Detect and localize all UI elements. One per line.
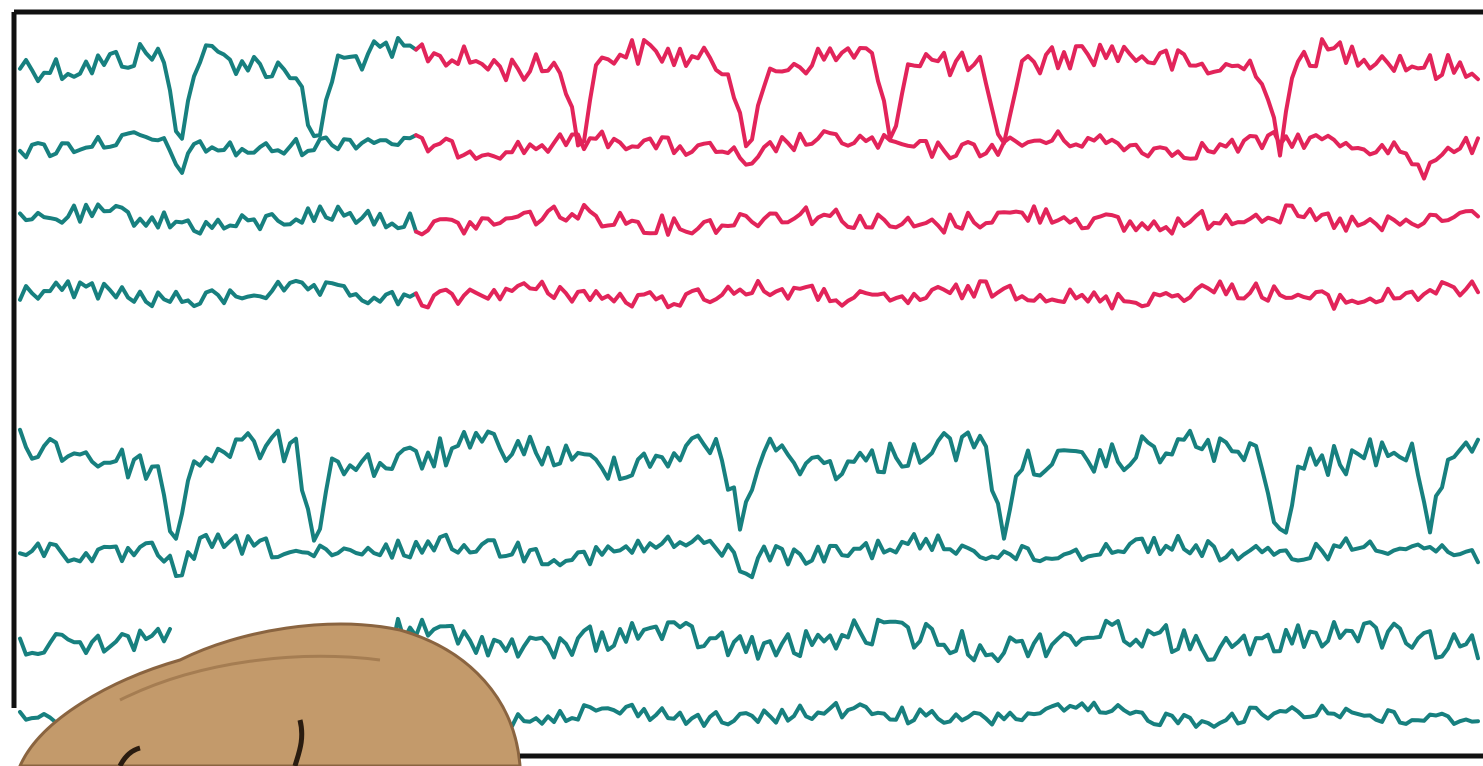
eeg-trace bbox=[18, 36, 418, 141]
eeg-trace bbox=[18, 278, 418, 309]
eeg-trace bbox=[414, 37, 1480, 158]
eeg-trace bbox=[18, 532, 1480, 580]
eeg-traces bbox=[18, 36, 1480, 729]
eeg-trace bbox=[18, 130, 418, 175]
eeg-trace bbox=[414, 202, 1480, 237]
eeg-trace bbox=[414, 129, 1480, 181]
eeg-trace bbox=[18, 626, 172, 657]
head-contour bbox=[119, 654, 381, 702]
eeg-trace bbox=[18, 427, 1480, 543]
eeg-trace bbox=[498, 700, 1480, 729]
head-electrode-wire bbox=[117, 745, 141, 766]
eeg-trace bbox=[414, 279, 1480, 311]
head-shape bbox=[18, 622, 522, 766]
eeg-trace bbox=[18, 202, 418, 236]
eeg-trace bbox=[18, 710, 58, 725]
frame bbox=[11, 9, 1483, 759]
head-electrode-wire bbox=[292, 719, 305, 766]
eeg-trace bbox=[390, 616, 1480, 663]
